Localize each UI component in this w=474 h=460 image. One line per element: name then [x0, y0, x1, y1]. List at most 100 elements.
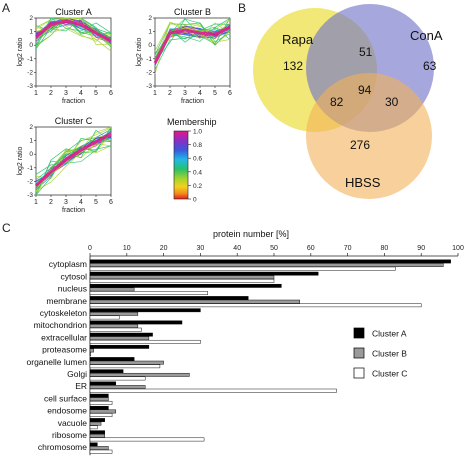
legend-swatch	[353, 327, 365, 339]
bar-cluster-a	[89, 442, 98, 447]
y-tick-label: -3	[27, 192, 33, 199]
venn-rapa-hbss: 82	[330, 95, 344, 109]
x-axis-label: fraction	[181, 98, 204, 105]
venn-cona-hbss: 30	[385, 95, 399, 109]
x-tick-label: 2	[49, 90, 53, 97]
bar-cluster-c	[89, 327, 142, 332]
panel-label-b: B	[238, 1, 246, 15]
venn-all: 94	[358, 83, 372, 97]
bar-cluster-c	[89, 291, 208, 295]
bar-cluster-a	[89, 332, 153, 337]
bar-legend: Cluster A Cluster B Cluster C	[353, 327, 407, 379]
bar-cluster-b	[89, 421, 102, 426]
bar-x-tick-label: 10	[123, 245, 131, 252]
bar-cluster-a	[89, 430, 105, 435]
category-label: endosome	[47, 406, 87, 416]
bar-x-tick-label: 70	[344, 245, 352, 252]
bar-cluster-b	[89, 446, 109, 450]
bar-x-tick-label: 80	[381, 245, 389, 252]
membership-legend: Membership 1.0 0.8 0.6 0.4 0.2 0	[167, 117, 217, 204]
venn-label-cona: ConA	[410, 28, 443, 43]
y-tick-label: -1	[146, 56, 152, 63]
venn-label-hbss: HBSS	[345, 175, 381, 190]
category-label: cell surface	[44, 393, 87, 403]
category-label: cytosol	[61, 271, 88, 281]
cluster-title: Cluster B	[174, 7, 211, 17]
venn-hbss-only: 276	[350, 138, 370, 152]
category-label: mitochondrion	[34, 320, 88, 330]
y-tick-label: 0	[148, 42, 152, 49]
bar-cluster-b	[89, 311, 139, 316]
category-label: membrane	[46, 296, 87, 306]
bar-cluster-c	[89, 339, 201, 344]
profile-line	[35, 26, 112, 52]
bar-cluster-a	[89, 283, 282, 288]
profile-line	[35, 17, 112, 45]
venn-rapa-only: 132	[283, 59, 303, 73]
cluster-a-plot: Cluster A 1 2 3 4 5 6 fraction -3 -2 -1 0 1 2 log2 rat…	[17, 7, 113, 105]
bar-cluster-c	[89, 425, 98, 430]
y-tick-label: -2	[27, 178, 33, 185]
bar-cluster-a	[89, 271, 319, 276]
bar-cluster-a	[89, 418, 105, 422]
bar-cluster-c	[89, 449, 113, 454]
bar-cluster-c	[89, 437, 205, 442]
bar-cluster-a	[89, 296, 249, 300]
category-label: organelle lumen	[27, 357, 88, 367]
panel-label-c: C	[2, 221, 11, 235]
venn-rapa-cona: 51	[359, 45, 373, 59]
profile-line	[35, 139, 112, 192]
profile-line	[35, 129, 112, 175]
y-tick-label: -1	[27, 56, 33, 63]
venn-cona-only: 63	[423, 59, 437, 73]
membership-tick-label: 0.8	[193, 142, 202, 149]
bar-cluster-c	[89, 278, 275, 283]
y-tick-label: 2	[148, 15, 152, 22]
bar-cluster-a	[89, 344, 150, 349]
legend-label: Cluster A	[372, 329, 407, 339]
bar-x-tick-label: 30	[197, 245, 205, 252]
bar-cluster-b	[89, 372, 190, 377]
bar-cluster-a	[89, 405, 109, 410]
y-tick-label: -2	[146, 69, 152, 76]
x-tick-label: 1	[34, 199, 38, 206]
category-label: extracellular	[41, 332, 87, 342]
x-tick-label: 3	[64, 199, 68, 206]
x-tick-label: 5	[94, 199, 98, 206]
x-tick-label: 1	[153, 90, 157, 97]
bar-cluster-a	[89, 393, 109, 398]
bar-x-tick-label: 40	[233, 245, 241, 252]
membership-tick-label: 0	[193, 197, 197, 204]
category-label: ribosome	[52, 430, 87, 440]
category-label: cytoskeleton	[40, 308, 88, 318]
y-axis-label: log2 ratio	[136, 37, 143, 66]
y-axis-label: log2 ratio	[17, 146, 24, 175]
x-tick-label: 4	[79, 199, 83, 206]
y-tick-label: 0	[29, 42, 33, 49]
x-tick-label: 2	[168, 90, 172, 97]
legend-swatch	[353, 367, 365, 379]
bar-cluster-b	[89, 360, 164, 365]
bar-cluster-b	[89, 287, 135, 292]
y-tick-label: 1	[148, 29, 152, 36]
y-tick-label: 1	[29, 138, 33, 145]
x-tick-label: 5	[94, 90, 98, 97]
cluster-title: Cluster A	[55, 7, 92, 17]
bar-cluster-a	[89, 357, 135, 361]
bar-x-tick-label: 0	[88, 245, 92, 252]
profile-line	[154, 18, 231, 62]
membership-tick-label: 0.2	[193, 183, 202, 190]
core-profile-line	[35, 19, 112, 43]
venn-label-rapa: Rapa	[282, 32, 314, 47]
category-label: cytoplasm	[49, 259, 87, 269]
bar-cluster-b	[89, 275, 275, 280]
y-tick-label: -1	[27, 165, 33, 172]
bar-cluster-a	[89, 259, 451, 264]
y-axis-label: log2 ratio	[17, 37, 24, 66]
membership-title: Membership	[167, 117, 217, 127]
venn-circle-hbss	[306, 73, 432, 199]
x-tick-label: 6	[109, 199, 113, 206]
membership-colorbar	[173, 130, 189, 200]
x-tick-label: 4	[79, 90, 83, 97]
